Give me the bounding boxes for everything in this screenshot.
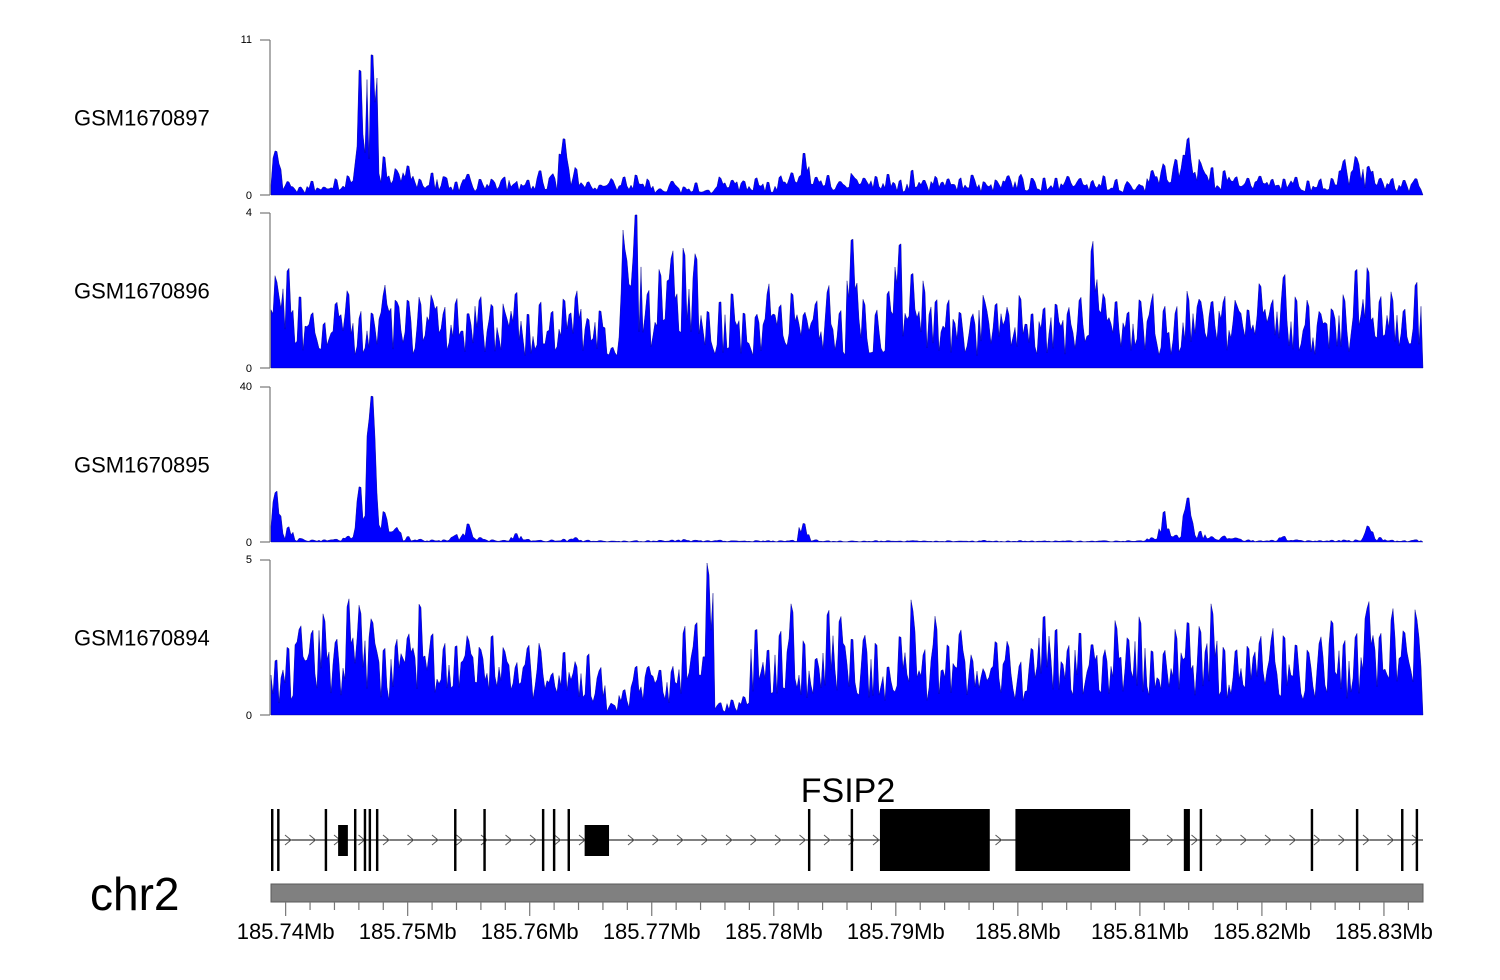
- y-min-label: 0: [246, 190, 252, 202]
- axis-tick-label: 185.8Mb: [975, 919, 1061, 944]
- chromosome-ideogram-bar: [270, 883, 1424, 903]
- axis-tick-label: 185.81Mb: [1091, 919, 1189, 944]
- strand-arrow-icon: [1142, 834, 1150, 846]
- exon: [271, 809, 274, 871]
- axis-tick-label: 185.83Mb: [1335, 919, 1433, 944]
- strand-arrow-icon: [529, 834, 537, 846]
- strand-arrow-icon: [627, 834, 635, 846]
- axis-tick-label: 185.79Mb: [847, 919, 945, 944]
- exon: [353, 809, 357, 871]
- strand-arrow-icon: [799, 834, 807, 846]
- exon: [1310, 809, 1314, 871]
- exon: [552, 809, 556, 871]
- genome-axis: 185.74Mb 185.75Mb 185.76Mb 185.77Mb 185.78Mb…: [237, 902, 1433, 944]
- strand-arrow-icon: [309, 834, 317, 846]
- y-min-label: 0: [246, 363, 252, 375]
- exon: [807, 809, 811, 871]
- strand-arrow-icon: [382, 834, 390, 846]
- axis-tick-label: 185.77Mb: [603, 919, 701, 944]
- track-GSM1670894: GSM1670894 5 0: [74, 554, 1424, 722]
- strand-arrow-icon: [701, 834, 709, 846]
- y-max-label: 4: [246, 207, 252, 219]
- strand-arrow-icon: [480, 834, 488, 846]
- strand-arrow-icon: [1313, 834, 1321, 846]
- strand-arrow-icon: [750, 834, 758, 846]
- strand-arrow-icon: [431, 834, 439, 846]
- strand-arrow-icon: [554, 834, 562, 846]
- exon: [1355, 809, 1359, 871]
- strand-arrow-icon: [872, 834, 880, 846]
- strand-arrow-icon: [1191, 834, 1199, 846]
- strand-arrow-icon: [995, 834, 1003, 846]
- exon: [483, 809, 486, 871]
- strand-arrow-icon: [1387, 834, 1395, 846]
- data-tracks: GSM1670897110GSM167089640GSM1670895400GS…: [74, 34, 1424, 722]
- strand-arrow-icon: [725, 834, 733, 846]
- exon: [879, 809, 990, 871]
- strand-arrow-icon: [774, 834, 782, 846]
- axis-tick-label: 185.74Mb: [237, 919, 335, 944]
- signal-area: [270, 54, 1424, 196]
- strand-arrow-icon: [1289, 834, 1297, 846]
- y-max-label: 40: [240, 381, 252, 393]
- signal-area: [270, 562, 1424, 716]
- strand-arrow-icon: [1166, 834, 1174, 846]
- exon: [277, 809, 280, 871]
- exon: [1401, 809, 1404, 871]
- exon: [1183, 809, 1190, 871]
- axis-tick-label: 185.78Mb: [725, 919, 823, 944]
- strand-arrow-icon: [1264, 834, 1272, 846]
- track-GSM1670896: GSM1670896 4 0: [74, 207, 1424, 375]
- exon: [1415, 809, 1419, 871]
- strand-arrow-icon: [505, 834, 513, 846]
- strand-arrow-icon: [456, 834, 464, 846]
- exon: [338, 825, 348, 856]
- axis-tick-label: 185.75Mb: [359, 919, 457, 944]
- axis-tick-label: 185.76Mb: [481, 919, 579, 944]
- strand-arrow-icon: [1338, 834, 1346, 846]
- y-max-label: 11: [241, 34, 252, 46]
- exon: [454, 809, 457, 871]
- exon: [584, 825, 610, 856]
- strand-arrow-icon: [284, 834, 292, 846]
- signal-area: [270, 395, 1424, 543]
- track-label: GSM1670895: [74, 453, 210, 478]
- strand-arrow-icon: [652, 834, 660, 846]
- exon: [363, 809, 367, 871]
- gene-model-FSIP2: [271, 809, 1423, 871]
- chromosome-label: chr2: [90, 868, 179, 920]
- strand-arrow-icon: [407, 834, 415, 846]
- strand-arrow-icon: [1215, 834, 1223, 846]
- track-label: GSM1670896: [74, 279, 210, 304]
- strand-arrow-icon: [1362, 834, 1370, 846]
- track-GSM1670895: GSM1670895 40 0: [74, 381, 1424, 549]
- exon: [567, 809, 570, 871]
- exon: [375, 809, 379, 871]
- exon: [1015, 809, 1131, 871]
- y-min-label: 0: [246, 537, 252, 549]
- track-label: GSM1670894: [74, 626, 210, 651]
- track-GSM1670897: GSM1670897 11 0: [74, 34, 1424, 202]
- exon: [324, 809, 328, 871]
- strand-arrow-icon: [823, 834, 831, 846]
- exon: [368, 809, 372, 871]
- strand-arrow-icon: [676, 834, 684, 846]
- signal-area: [270, 214, 1424, 369]
- gene-name-label: FSIP2: [801, 772, 895, 810]
- exon: [850, 809, 854, 871]
- track-label: GSM1670897: [74, 106, 210, 131]
- strand-arrow-icon: [848, 834, 856, 846]
- axis-tick-label: 185.82Mb: [1213, 919, 1311, 944]
- y-max-label: 5: [246, 554, 252, 566]
- y-min-label: 0: [246, 710, 252, 722]
- strand-arrow-icon: [1240, 834, 1248, 846]
- exon: [1199, 809, 1203, 871]
- exon: [541, 809, 545, 871]
